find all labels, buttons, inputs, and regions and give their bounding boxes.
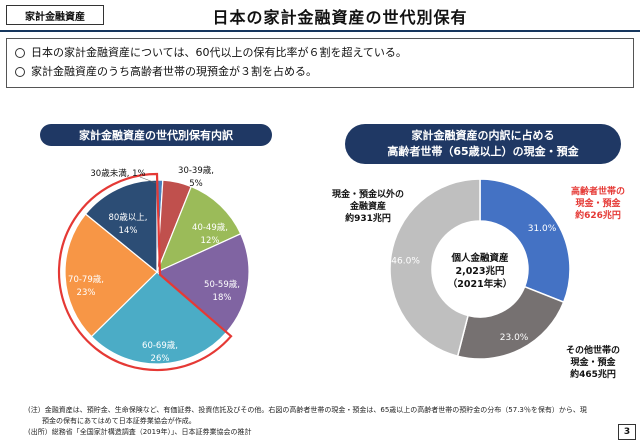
summary-text: 家計金融資産のうち高齢者世帯の現預金が３割を占める。 [31,65,317,78]
leader-line [139,176,157,184]
donut-slice [456,285,565,360]
left-chart-title: 家計金融資産の世代別保有内訳 [40,124,272,146]
bullet-circle-icon [15,47,25,58]
footnote-line: (出所）総務省「全国家計構造調査（2019年）」、日本証券業協会の推計 [28,428,252,436]
summary-box: 日本の家計金融資産については、60代以上の保有比率が６割を超えている。 家計金融… [6,38,634,88]
page-number: 3 [618,424,636,440]
donut-value-label: 23.0% [500,333,529,343]
summary-bullet: 家計金融資産のうち高齢者世帯の現預金が３割を占める。 [15,62,625,81]
pie-label-30歳未満: 30歳未満, 1% [90,168,145,179]
footnote-line: (注）金融資産は、預貯金、生命保険など、有価証券、投資信託及びその他。右図の高齢… [28,406,587,414]
footnotes: (注）金融資産は、預貯金、生命保険など、有価証券、投資信託及びその他。右図の高齢… [28,405,618,438]
pie-label-50-59歳: 50-59歳, 18% [204,279,240,303]
pie-slice-40-49歳 [155,185,242,274]
page-title: 日本の家計金融資産の世代別保有 [212,8,468,27]
deposit-other-callout: その他世帯の現金・預金約465兆円 [566,344,620,380]
pie-label-60-69歳: 60-69歳, 26% [142,340,178,364]
footnote-line: 預金の保有にあてはめて日本証券業協会が作成。 [28,417,196,425]
pie-slice-60-69歳 [90,271,228,365]
donut-slice [389,178,481,358]
non-deposit-callout: 現金・預金以外の金融資産約931兆円 [332,188,404,224]
title-divider [0,30,640,32]
pie-slice-80歳以上 [84,179,158,274]
right-chart-title-line: 家計金融資産の内訳に占める [411,129,555,142]
pie-label-40-49歳: 40-49歳, 12% [192,222,228,246]
donut-slice [479,178,571,304]
deposit-elderly-callout: 高齢者世帯の現金・預金約626兆円 [571,185,625,221]
summary-text: 日本の家計金融資産については、60代以上の保有比率が６割を超えている。 [31,46,407,59]
pie-label-80歳以上: 80歳以上, 14% [108,212,147,236]
bullet-circle-icon [15,66,25,77]
donut-center-label: 個人金融資産 2,023兆円（2021年末） [448,252,512,290]
right-chart-title: 家計金融資産の内訳に占める 高齢者世帯（65歳以上）の現金・預金 [345,124,621,164]
pie-label-30-39歳: 30-39歳, 5% [178,165,214,189]
pie-label-70-79歳: 70-79歳, 23% [68,274,104,298]
pie-slice-70-79歳 [64,213,158,338]
age-pie-chart: 30歳未満, 1% 30-39歳, 5% 40-49歳, 12% 50-59歳, 18% 60… [57,165,250,372]
deposit-donut-chart: 31.0% 23.0% 46.0% 個人金融資産 2,023兆円（2021年末） 高齢者世… [332,178,625,380]
donut-value-label: 46.0% [391,257,420,267]
right-chart-title-line: 高齢者世帯（65歳以上）の現金・預金 [387,145,579,158]
elderly-highlight-outline [57,172,233,372]
donut-value-label: 31.0% [528,224,557,234]
pie-slice-50-59歳 [155,232,250,334]
summary-bullet: 日本の家計金融資産については、60代以上の保有比率が６割を超えている。 [15,43,625,62]
section-tag: 家計金融資産 [6,5,104,25]
